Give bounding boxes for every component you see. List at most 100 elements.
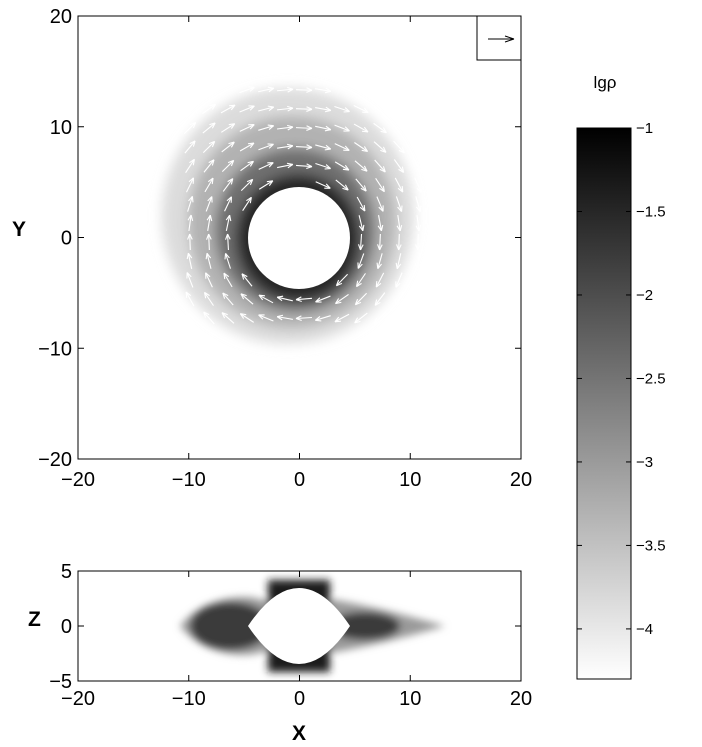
velocity-arrow xyxy=(205,196,213,212)
velocity-arrow xyxy=(258,125,274,131)
velocity-arrowhead xyxy=(306,106,313,112)
velocity-arrowhead xyxy=(286,143,294,150)
velocity-arrow xyxy=(373,122,387,134)
velocity-arrowhead xyxy=(239,313,247,319)
velocity-arrow xyxy=(416,214,420,232)
velocity-arrowhead xyxy=(286,162,294,169)
velocity-arrow xyxy=(335,179,349,191)
velocity-arrowhead xyxy=(315,297,322,303)
velocity-arrowhead xyxy=(306,87,313,93)
velocity-arrow xyxy=(295,127,313,129)
reference-vector-box xyxy=(476,15,522,61)
velocity-arrow xyxy=(378,215,382,231)
velocity-arrowhead xyxy=(227,178,234,185)
velocity-arrow xyxy=(375,272,385,288)
velocity-arrowhead xyxy=(206,214,213,222)
velocity-arrow xyxy=(373,141,387,153)
velocity-arrowhead xyxy=(267,162,274,168)
velocity-arrow xyxy=(336,273,348,287)
velocity-arrowhead xyxy=(248,105,255,111)
velocity-arrowhead xyxy=(394,299,401,307)
velocity-arrow xyxy=(220,104,236,114)
velocity-arrow xyxy=(258,314,274,322)
velocity-arrow xyxy=(334,105,350,113)
velocity-arrow xyxy=(315,181,331,189)
xz-ticks: −20 −10 0 10 20 −5 0 5 xyxy=(49,561,532,710)
velocity-arrow xyxy=(202,140,216,154)
xy-ticks: −20 −10 0 10 20 −20 −10 0 10 20 xyxy=(38,6,532,491)
velocity-arrow xyxy=(414,177,422,193)
velocity-arrowhead xyxy=(416,186,422,193)
colorbar-tick-label: −3 xyxy=(636,454,653,471)
velocity-arrowhead xyxy=(396,244,402,251)
velocity-arrowhead xyxy=(377,244,383,251)
velocity-arrowhead xyxy=(360,185,367,192)
velocity-arrowhead xyxy=(376,262,383,270)
velocity-arrow xyxy=(379,233,381,251)
xz-xtick-label: 10 xyxy=(399,688,421,710)
velocity-arrowhead xyxy=(354,298,362,306)
velocity-arrowhead xyxy=(228,104,236,111)
velocity-arrow xyxy=(295,316,313,320)
velocity-arrow xyxy=(354,312,368,324)
colorbar-tick-label: −1.5 xyxy=(636,203,666,220)
velocity-arrowhead xyxy=(306,163,313,170)
velocity-arrowhead xyxy=(361,165,368,172)
xz-hole xyxy=(248,588,350,664)
xz-xtick-label: −10 xyxy=(172,688,206,710)
velocity-arrowhead xyxy=(189,158,195,166)
velocity-arrowhead xyxy=(373,317,381,325)
velocity-arrowhead xyxy=(374,299,381,306)
velocity-arrowhead xyxy=(267,124,275,130)
velocity-arrowhead xyxy=(221,312,228,319)
velocity-arrowhead xyxy=(395,262,402,270)
velocity-arrow xyxy=(189,233,191,251)
velocity-arrow xyxy=(188,214,192,232)
velocity-arrow xyxy=(315,88,331,92)
velocity-arrow xyxy=(354,292,368,306)
velocity-arrow xyxy=(239,105,255,113)
velocity-arrow xyxy=(186,177,194,193)
velocity-arrowhead xyxy=(362,107,369,114)
velocity-arrowhead xyxy=(246,178,254,186)
velocity-arrowhead xyxy=(226,196,233,203)
velocity-arrowhead xyxy=(379,166,386,173)
xy-ytick-label: 10 xyxy=(50,117,72,139)
velocity-arrowhead xyxy=(225,233,231,240)
velocity-arrowhead xyxy=(266,180,274,186)
velocity-arrow xyxy=(204,177,214,193)
velocity-arrowhead xyxy=(359,204,366,212)
velocity-arrowhead xyxy=(357,262,363,269)
velocity-arrowhead xyxy=(187,214,194,222)
velocity-arrow xyxy=(258,162,274,170)
velocity-arrow xyxy=(359,233,363,251)
velocity-arrowhead xyxy=(222,292,229,299)
velocity-arrowhead xyxy=(209,122,216,129)
velocity-arrowhead xyxy=(343,126,350,132)
xy-xtick-label: −20 xyxy=(61,469,95,491)
velocity-arrowhead xyxy=(224,253,230,260)
velocity-arrow xyxy=(203,311,215,325)
velocity-arrow xyxy=(334,143,350,151)
velocity-arrowhead xyxy=(276,295,284,302)
velocity-arrowhead xyxy=(342,184,349,191)
velocity-arrowhead xyxy=(324,183,331,189)
velocity-arrow xyxy=(240,179,254,191)
xy-panel: −20 −10 0 10 20 −20 −10 0 10 20 Y xyxy=(12,6,532,491)
velocity-arrowhead xyxy=(358,224,365,232)
velocity-arrow xyxy=(335,293,349,305)
velocity-arrow xyxy=(240,160,254,172)
velocity-arrowhead xyxy=(225,214,232,222)
velocity-arrow xyxy=(225,253,231,269)
velocity-arrow xyxy=(185,159,195,173)
velocity-arrow xyxy=(221,312,235,324)
velocity-arrow xyxy=(206,253,212,269)
velocity-arrow xyxy=(258,294,274,304)
velocity-arrow xyxy=(239,313,255,323)
velocity-arrow xyxy=(203,159,215,173)
velocity-arrowhead xyxy=(247,142,255,149)
velocity-arrowhead xyxy=(334,298,342,305)
velocity-arrow xyxy=(277,316,293,320)
velocity-arrow xyxy=(374,292,386,306)
